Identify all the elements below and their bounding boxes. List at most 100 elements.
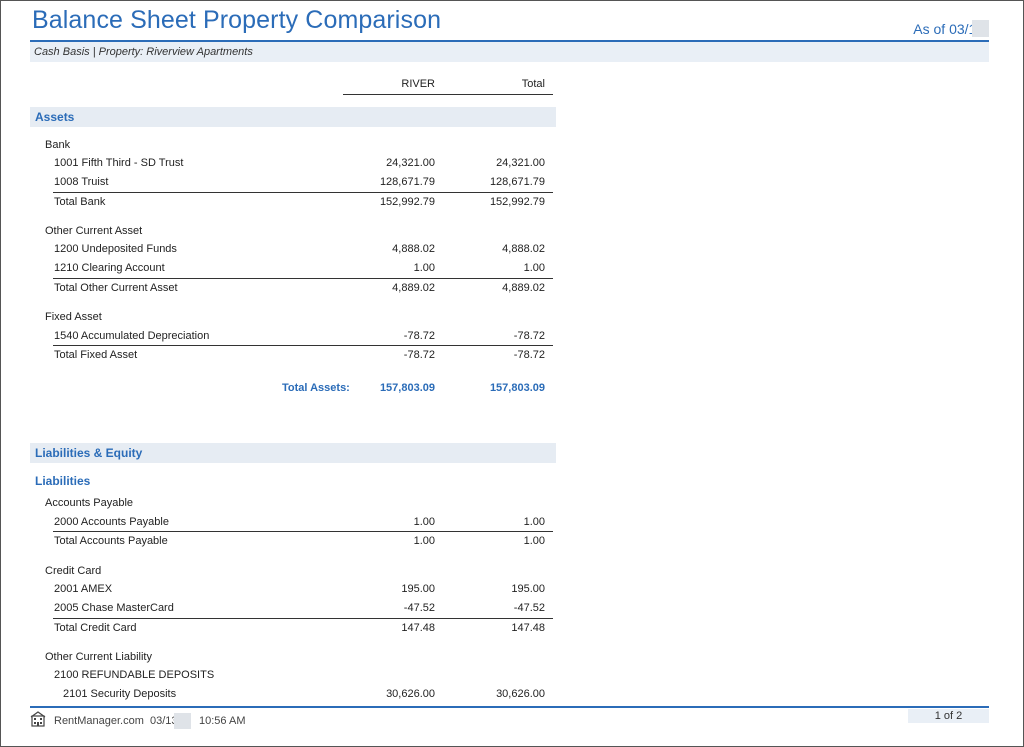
subgroup-label: 2100 REFUNDABLE DEPOSITS xyxy=(54,669,215,681)
subtotal-row: Total Accounts Payable 1.00 1.00 xyxy=(0,535,560,553)
group-header-credit-card: Credit Card xyxy=(0,565,560,583)
subgroup-header-refundable-deposits: 2100 REFUNDABLE DEPOSITS xyxy=(0,669,560,687)
total-value: 24,321.00 xyxy=(496,157,545,169)
subtotal-row: Total Bank 152,992.79 152,992.79 xyxy=(0,196,560,214)
column-header-rule xyxy=(343,94,553,95)
river-value: 195.00 xyxy=(401,583,435,595)
subtotal-rule xyxy=(53,618,553,619)
total-assets-row: Total Assets: 157,803.09 157,803.09 xyxy=(0,382,560,400)
group-header-fixed-asset: Fixed Asset xyxy=(0,311,560,329)
footer-date: 03/13/ xyxy=(150,715,181,727)
subtotal-rule xyxy=(53,192,553,193)
river-value: 157,803.09 xyxy=(379,382,435,394)
total-value: -47.52 xyxy=(513,602,545,614)
total-value: 1.00 xyxy=(523,262,545,274)
total-value: 157,803.09 xyxy=(489,382,545,394)
footer-rule xyxy=(30,706,989,708)
table-row: 1540 Accumulated Depreciation -78.72 -78… xyxy=(0,330,560,348)
account-label: 1210 Clearing Account xyxy=(54,262,165,274)
liabilities-label: Liabilities xyxy=(35,474,91,488)
group-header-bank: Bank xyxy=(0,139,560,157)
river-value: -78.72 xyxy=(403,349,435,361)
total-value: 1.00 xyxy=(523,516,545,528)
footer-site: RentManager.com xyxy=(54,715,144,727)
river-value: 4,888.02 xyxy=(392,243,435,255)
group-label: Fixed Asset xyxy=(45,311,102,323)
subtotal-label: Total Bank xyxy=(54,196,106,208)
as-of-date: As of 03/13/ xyxy=(913,21,988,37)
assets-section-label: Assets xyxy=(35,110,75,124)
subtotal-rule xyxy=(53,278,553,279)
account-label: 1001 Fifth Third - SD Trust xyxy=(54,157,184,169)
total-value: 1.00 xyxy=(523,535,545,547)
table-row: 2001 AMEX 195.00 195.00 xyxy=(0,583,560,601)
subtotal-rule xyxy=(53,345,553,346)
table-row: 2000 Accounts Payable 1.00 1.00 xyxy=(0,516,560,534)
account-label: 2000 Accounts Payable xyxy=(54,516,169,528)
total-value: 4,888.02 xyxy=(502,243,545,255)
page-indicator: 1 of 2 xyxy=(908,709,989,723)
river-value: -78.72 xyxy=(403,330,435,342)
column-header-total: Total xyxy=(521,78,545,90)
table-row: 2005 Chase MasterCard -47.52 -47.52 xyxy=(0,602,560,620)
group-header-accounts-payable: Accounts Payable xyxy=(0,497,560,515)
account-label: 1200 Undeposited Funds xyxy=(54,243,177,255)
group-label: Bank xyxy=(45,139,71,151)
assets-section-band xyxy=(30,107,556,127)
subtotal-row: Total Fixed Asset -78.72 -78.72 xyxy=(0,349,560,367)
account-label: 1008 Truist xyxy=(54,176,109,188)
river-value: -47.52 xyxy=(403,602,435,614)
redacted-year xyxy=(174,713,191,729)
river-value: 147.48 xyxy=(401,622,435,634)
title-rule xyxy=(30,40,989,42)
group-header-other-current-asset: Other Current Asset xyxy=(0,225,560,243)
account-label: 2101 Security Deposits xyxy=(63,688,177,700)
liabilities-equity-section-label: Liabilities & Equity xyxy=(35,446,143,460)
river-value: 128,671.79 xyxy=(379,176,435,188)
subtotal-label: Total Credit Card xyxy=(54,622,137,634)
liabilities-equity-section-band xyxy=(30,443,556,463)
total-value: 30,626.00 xyxy=(496,688,545,700)
building-icon xyxy=(30,711,46,727)
table-row: 2101 Security Deposits 30,626.00 30,626.… xyxy=(0,688,560,706)
subtotal-label: Total Accounts Payable xyxy=(54,535,168,547)
subtotal-row: Total Credit Card 147.48 147.48 xyxy=(0,622,560,640)
subtotal-label: Total Other Current Asset xyxy=(54,282,178,294)
table-row: 1001 Fifth Third - SD Trust 24,321.00 24… xyxy=(0,157,560,175)
redacted-year xyxy=(972,20,989,37)
account-label: 1540 Accumulated Depreciation xyxy=(54,330,210,342)
total-value: 147.48 xyxy=(511,622,545,634)
table-row: 1008 Truist 128,671.79 128,671.79 xyxy=(0,176,560,194)
table-row: 1210 Clearing Account 1.00 1.00 xyxy=(0,262,560,280)
column-header-river: RIVER xyxy=(401,78,435,90)
river-value: 1.00 xyxy=(413,516,435,528)
group-header-other-current-liability: Other Current Liability xyxy=(0,651,560,669)
total-value: 195.00 xyxy=(511,583,545,595)
group-label: Other Current Asset xyxy=(45,225,143,237)
river-value: 24,321.00 xyxy=(386,157,435,169)
river-value: 1.00 xyxy=(413,262,435,274)
total-value: 152,992.79 xyxy=(489,196,545,208)
report-title: Balance Sheet Property Comparison xyxy=(32,6,442,34)
river-value: 152,992.79 xyxy=(379,196,435,208)
subtotal-rule xyxy=(53,531,553,532)
report-subtitle: Cash Basis | Property: Riverview Apartme… xyxy=(34,46,253,58)
total-value: -78.72 xyxy=(513,330,545,342)
total-assets-label: Total Assets: xyxy=(282,382,350,394)
river-value: 30,626.00 xyxy=(386,688,435,700)
group-label: Credit Card xyxy=(45,565,102,577)
subtitle-band xyxy=(30,42,989,62)
subtotal-label: Total Fixed Asset xyxy=(54,349,138,361)
total-value: 4,889.02 xyxy=(502,282,545,294)
account-label: 2005 Chase MasterCard xyxy=(54,602,174,614)
footer-time: 10:56 AM xyxy=(199,715,246,727)
account-label: 2001 AMEX xyxy=(54,583,113,595)
subtotal-row: Total Other Current Asset 4,889.02 4,889… xyxy=(0,282,560,300)
group-label: Accounts Payable xyxy=(45,497,134,509)
river-value: 1.00 xyxy=(413,535,435,547)
table-row: 1200 Undeposited Funds 4,888.02 4,888.02 xyxy=(0,243,560,261)
river-value: 4,889.02 xyxy=(392,282,435,294)
total-value: 128,671.79 xyxy=(489,176,545,188)
total-value: -78.72 xyxy=(513,349,545,361)
group-label: Other Current Liability xyxy=(45,651,152,663)
